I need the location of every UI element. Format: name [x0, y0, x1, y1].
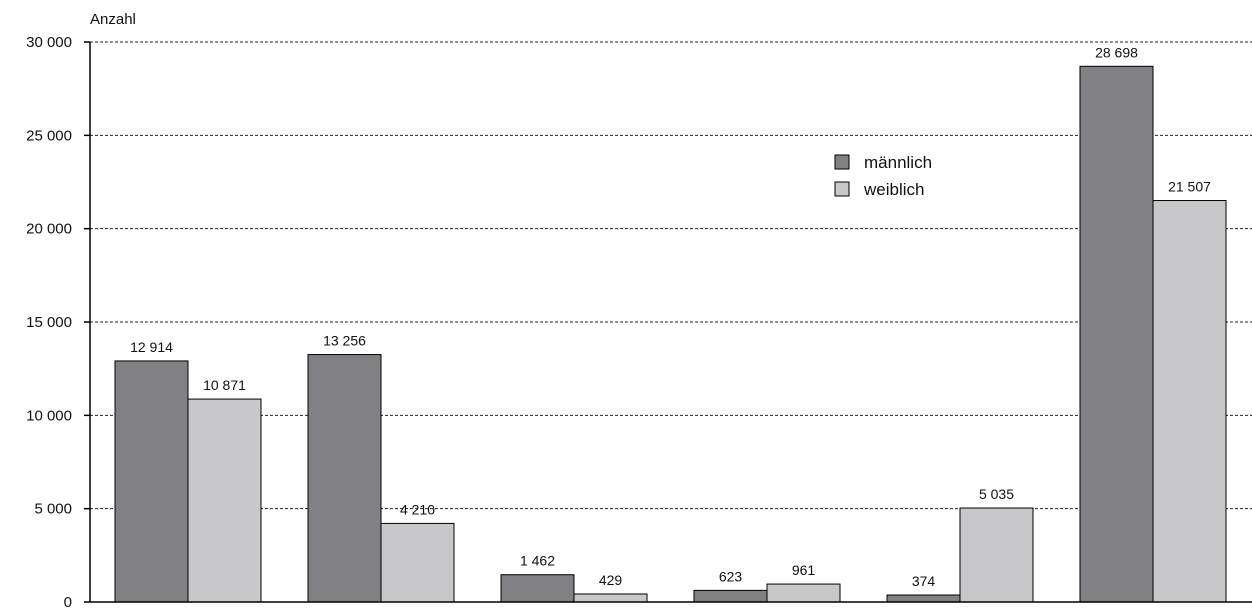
legend-swatch-maennlich — [834, 154, 850, 170]
legend-swatch-weiblich — [834, 181, 850, 197]
bar-weiblich — [573, 593, 648, 603]
data-label: 1 462 — [520, 553, 555, 569]
legend-label-weiblich: weiblich — [863, 180, 924, 199]
bar-maennlich — [307, 354, 382, 603]
y-tick-label: 10 000 — [26, 407, 72, 424]
bar-maennlich — [693, 589, 768, 603]
data-label: 429 — [599, 572, 623, 588]
data-label: 5 035 — [979, 486, 1014, 502]
y-tick-label: 15 000 — [26, 314, 72, 331]
y-tick-labels: 0 5 000 10 000 15 000 20 000 25 000 30 000 — [26, 34, 90, 610]
y-tick-label: 20 000 — [26, 221, 72, 238]
data-label: 623 — [719, 568, 743, 584]
data-label: 13 256 — [323, 333, 366, 349]
data-label: 374 — [912, 573, 936, 589]
data-label: 4 210 — [400, 501, 435, 517]
bar-maennlich — [500, 574, 575, 603]
bar-maennlich — [886, 594, 961, 603]
bar-weiblich — [1152, 200, 1227, 603]
bar-weiblich — [380, 522, 455, 603]
data-label: 21 507 — [1168, 179, 1211, 195]
y-tick-label: 25 000 — [26, 127, 72, 144]
y-tick-label: 0 — [64, 594, 72, 610]
y-axis-title: Anzahl — [90, 11, 136, 28]
data-label: 10 871 — [203, 377, 246, 393]
bar-weiblich — [959, 507, 1034, 603]
bar-weiblich — [766, 583, 841, 603]
bars — [114, 65, 1227, 603]
gridlines — [90, 41, 1252, 510]
y-tick-label: 5 000 — [34, 501, 72, 518]
y-tick-label: 30 000 — [26, 34, 72, 51]
bar-maennlich — [1079, 65, 1154, 603]
legend-label-maennlich: männlich — [864, 153, 932, 172]
legend: männlich weiblich — [834, 153, 932, 199]
data-label: 961 — [792, 562, 816, 578]
bar-maennlich — [114, 360, 189, 603]
bar-weiblich — [187, 398, 262, 603]
data-labels: 12 914 13 256 1 462 623 374 28 698 10 871 4 210… — [130, 44, 1211, 589]
data-label: 12 914 — [130, 339, 173, 355]
data-label: 28 698 — [1095, 44, 1138, 60]
